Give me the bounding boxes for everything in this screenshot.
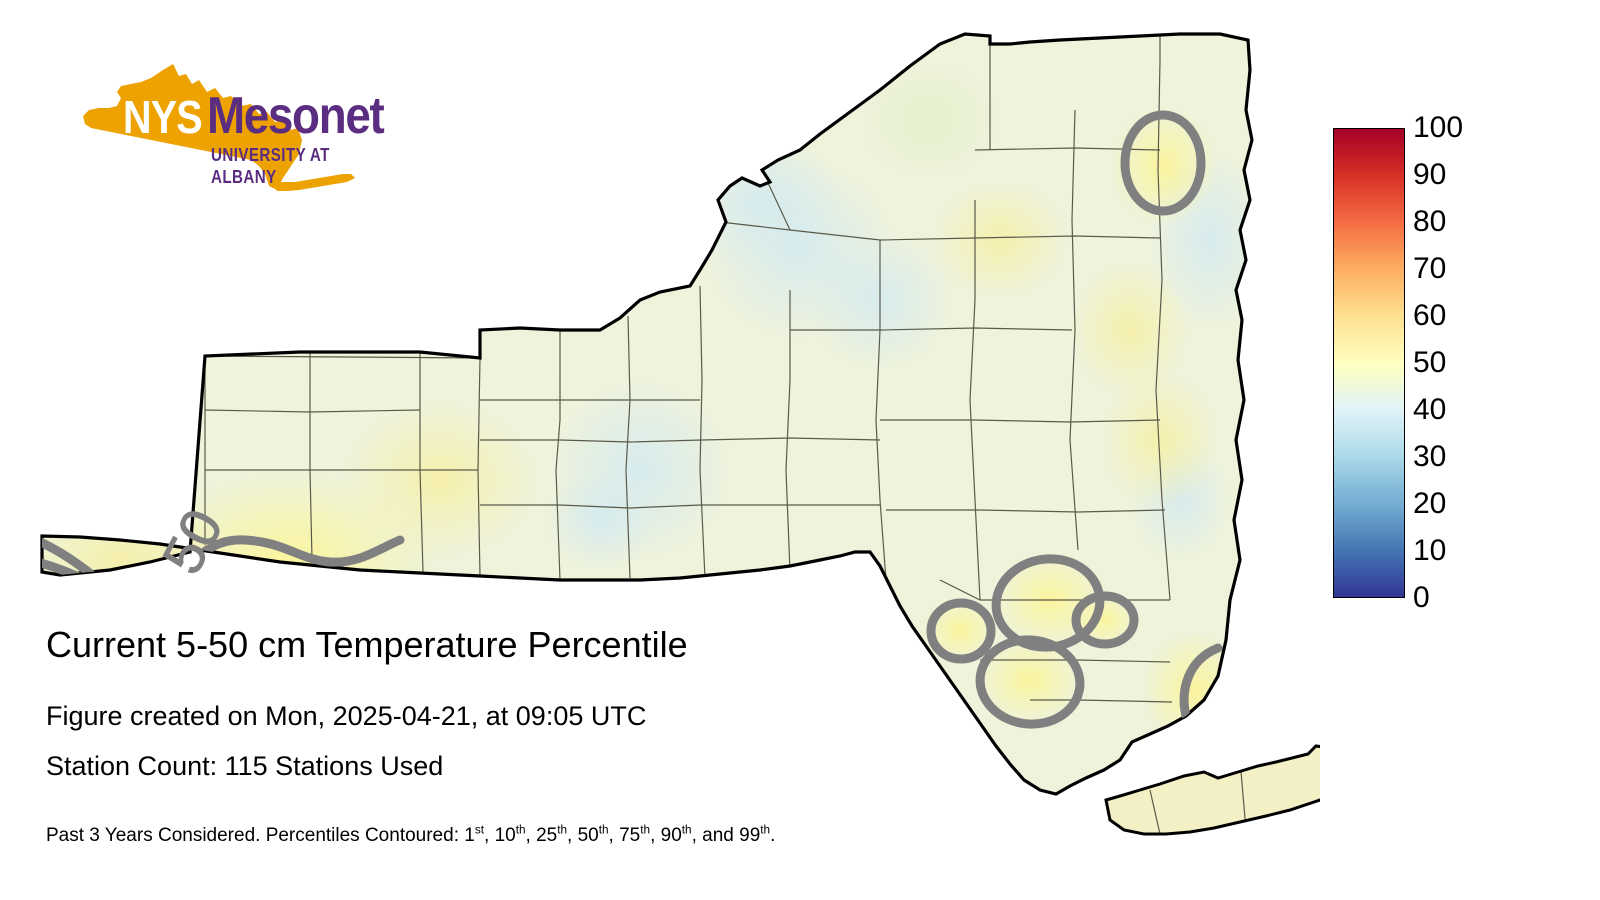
figure-created-text: Figure created on Mon, 2025-04-21, at 09… [46, 701, 647, 731]
warm-blob [930, 180, 1070, 300]
colorbar-tick-60: 60 [1413, 299, 1447, 332]
colorbar [1333, 128, 1405, 598]
logo-text-university: UNIVERSITY AT ALBANY [211, 144, 330, 187]
nys-mesonet-logo: NYS Mesonet UNIVERSITY AT ALBANY [55, 62, 405, 192]
station-count-text: Station Count: 115 Stations Used [46, 751, 444, 781]
page-title: Current 5-50 cm Temperature Percentile [46, 624, 688, 665]
colorbar-tick-labels: 100 90 80 70 60 50 40 30 20 10 0 [1413, 110, 1493, 616]
footnote-text: Past 3 Years Considered. Percentiles Con… [46, 823, 776, 846]
colorbar-tick-20: 20 [1413, 487, 1447, 520]
colorbar-tick-90: 90 [1413, 158, 1447, 191]
warm-blob [340, 400, 540, 560]
colorbar-tick-0: 0 [1413, 581, 1430, 614]
warm-blob [1100, 370, 1220, 510]
new-york-state-percentile-map: 50 [40, 32, 1320, 836]
colorbar-tick-80: 80 [1413, 205, 1447, 238]
cool-blob [680, 130, 840, 270]
long-island [1104, 716, 1320, 836]
cool-blob [545, 470, 655, 570]
logo-state-shape-icon [83, 64, 355, 191]
colorbar-tick-50: 50 [1413, 346, 1447, 379]
logo-text-nys: NYS [123, 91, 203, 143]
colorbar-tick-100: 100 [1413, 111, 1464, 144]
warm-blob [975, 635, 1085, 725]
logo-text-mesonet: Mesonet [207, 87, 385, 145]
colorbar-tick-70: 70 [1413, 252, 1447, 285]
colorbar-tick-10: 10 [1413, 534, 1447, 567]
neutral-blob [860, 60, 1000, 180]
colorbar-tick-40: 40 [1413, 393, 1447, 426]
colorbar-tick-30: 30 [1413, 440, 1447, 473]
warm-blob [1070, 260, 1190, 400]
